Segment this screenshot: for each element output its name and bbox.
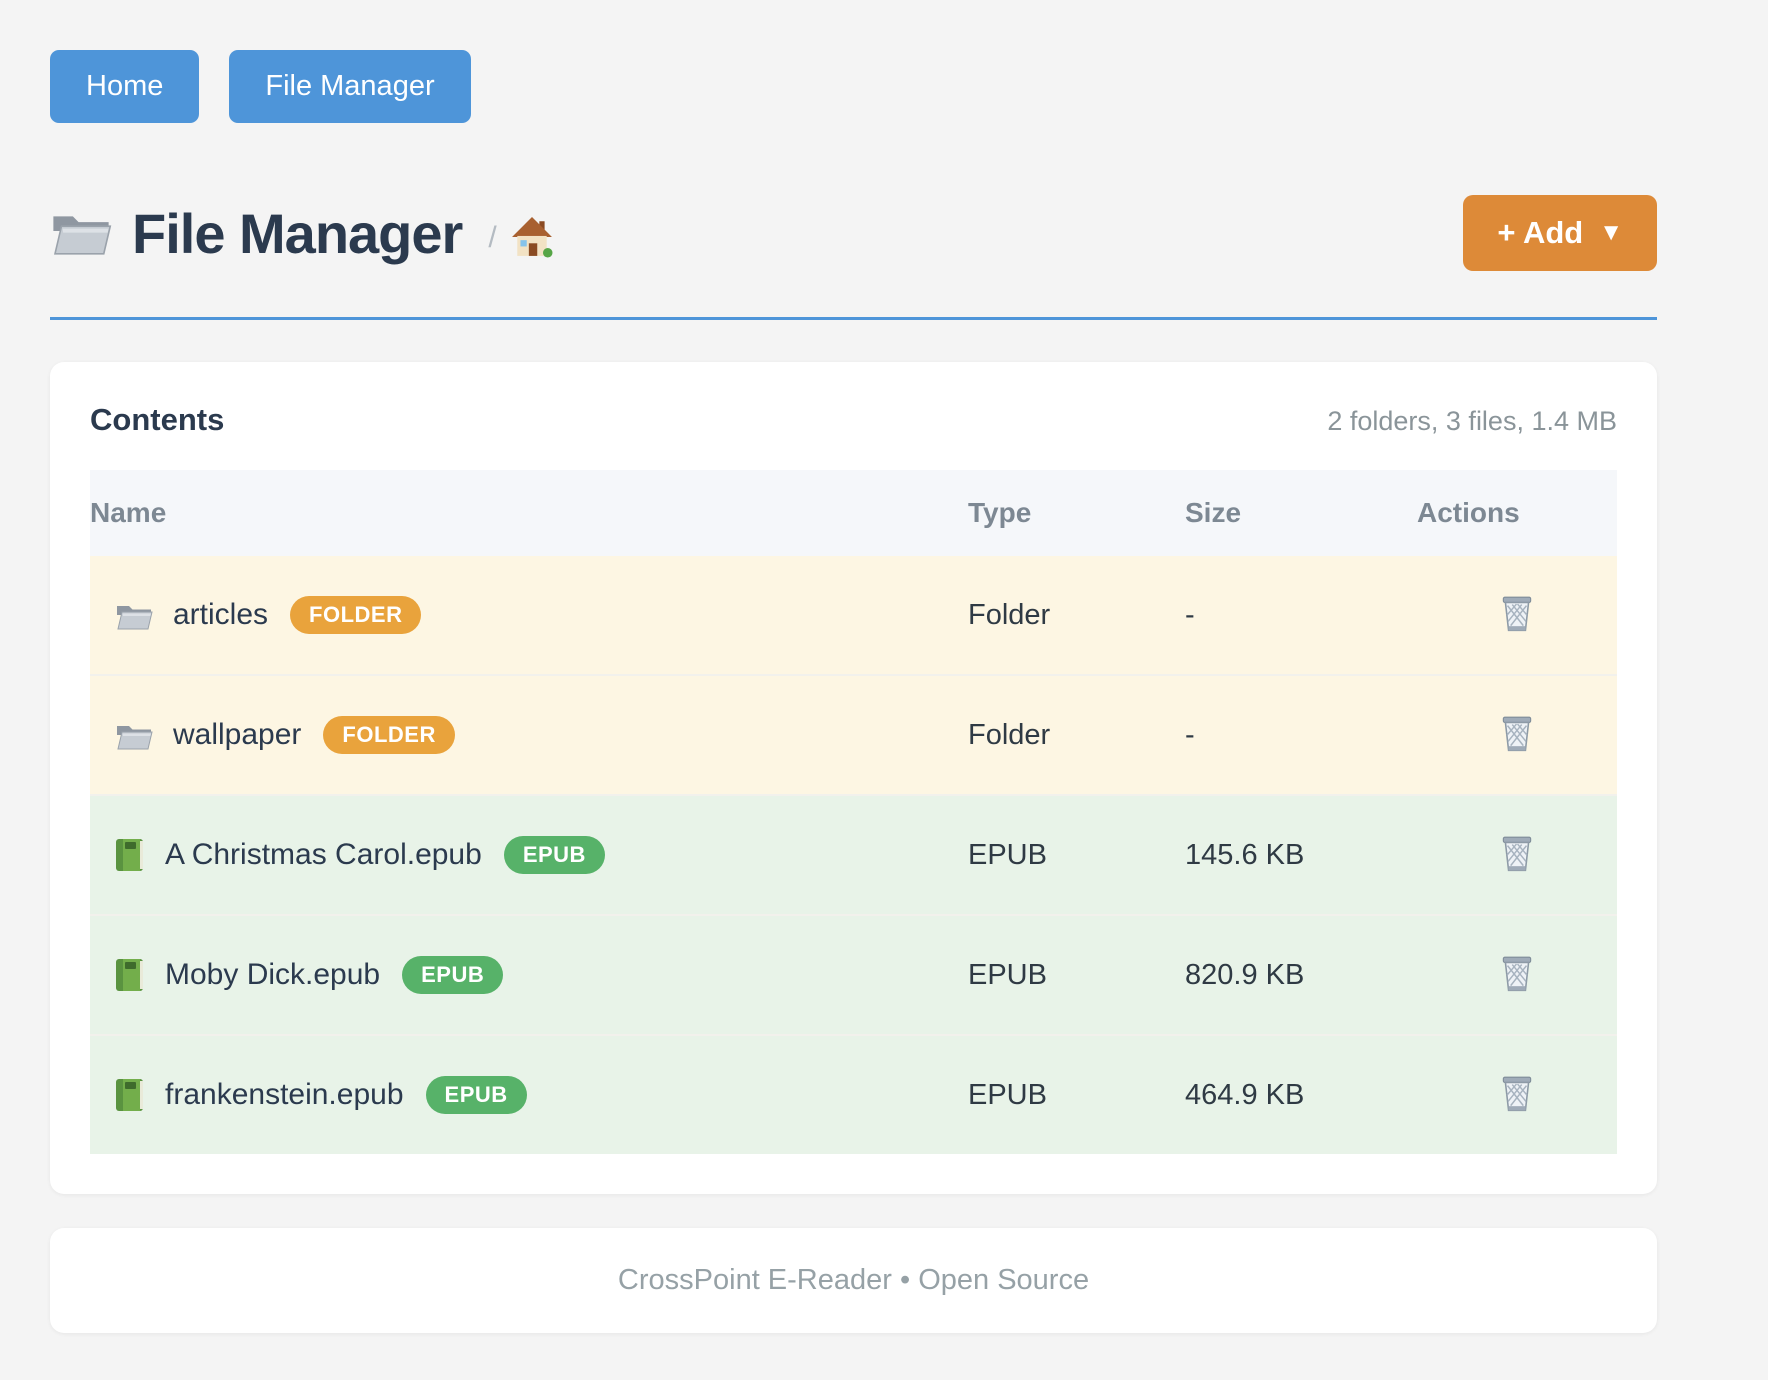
book-icon [115, 1078, 145, 1112]
column-header-name: Name [90, 470, 968, 556]
trash-icon [1500, 1076, 1534, 1116]
page-title: File Manager [132, 201, 463, 265]
size-cell: - [1185, 598, 1195, 631]
table-row: frankenstein.epub EPUB EPUB 464.9 KB [90, 1035, 1617, 1154]
folder-icon [115, 599, 153, 631]
page-header: File Manager / + Add ▼ [50, 195, 1657, 271]
delete-button[interactable] [1496, 1069, 1538, 1120]
contents-summary: 2 folders, 3 files, 1.4 MB [1327, 406, 1617, 436]
title-wrap: File Manager / [50, 201, 553, 266]
type-cell: EPUB [968, 838, 1047, 871]
trash-icon [1500, 596, 1534, 636]
folder-icon [50, 205, 112, 262]
file-name-link[interactable]: Moby Dick.epub [165, 958, 381, 991]
table-row: wallpaper FOLDER Folder - [90, 675, 1617, 795]
table-row: Moby Dick.epub EPUB EPUB 820.9 KB [90, 915, 1617, 1035]
contents-card: Contents 2 folders, 3 files, 1.4 MB Name… [50, 362, 1657, 1194]
contents-title: Contents [90, 402, 225, 437]
footer-text: CrossPoint E-Reader • Open Source [617, 1264, 1090, 1296]
trash-icon [1500, 956, 1534, 996]
column-header-actions: Actions [1417, 470, 1617, 556]
table-row: A Christmas Carol.epub EPUB EPUB 145.6 K… [90, 795, 1617, 915]
top-nav: Home File Manager [50, 50, 1657, 123]
home-icon [511, 216, 553, 263]
delete-button[interactable] [1496, 949, 1538, 1000]
contents-card-head: Contents 2 folders, 3 files, 1.4 MB [90, 402, 1617, 438]
trash-icon [1500, 716, 1534, 756]
nav-home-button[interactable]: Home [50, 50, 200, 123]
book-icon [115, 838, 145, 872]
file-name-link[interactable]: articles [173, 598, 269, 631]
size-cell: - [1185, 718, 1195, 751]
file-table: Name Type Size Actions articles FOLDER [90, 470, 1617, 1154]
type-badge: FOLDER [290, 596, 422, 634]
folder-icon [115, 719, 153, 751]
file-name-link[interactable]: frankenstein.epub [165, 1078, 404, 1111]
chevron-down-icon: ▼ [1599, 219, 1623, 246]
size-cell: 145.6 KB [1185, 838, 1305, 871]
delete-button[interactable] [1496, 589, 1538, 640]
delete-button[interactable] [1496, 709, 1538, 760]
file-table-header: Name Type Size Actions [90, 470, 1617, 556]
type-cell: EPUB [968, 958, 1047, 991]
type-badge: EPUB [402, 956, 504, 994]
delete-button[interactable] [1496, 829, 1538, 880]
add-button[interactable]: + Add ▼ [1463, 195, 1657, 271]
type-badge: FOLDER [323, 716, 455, 754]
file-name-link[interactable]: A Christmas Carol.epub [165, 838, 482, 871]
breadcrumb-separator: / [488, 221, 497, 254]
header-divider [50, 317, 1657, 320]
column-header-type: Type [968, 470, 1185, 556]
type-badge: EPUB [503, 836, 605, 874]
book-icon [115, 958, 145, 992]
size-cell: 820.9 KB [1185, 958, 1305, 991]
file-name-link[interactable]: wallpaper [173, 718, 302, 751]
breadcrumb-home-link[interactable] [511, 216, 553, 263]
column-header-size: Size [1185, 470, 1417, 556]
type-cell: Folder [968, 718, 1051, 751]
size-cell: 464.9 KB [1185, 1078, 1305, 1111]
trash-icon [1500, 836, 1534, 876]
type-cell: Folder [968, 598, 1051, 631]
type-cell: EPUB [968, 1078, 1047, 1111]
page-content: Home File Manager File Manager / + Add ▼… [50, 0, 1657, 1333]
footer-card: CrossPoint E-Reader • Open Source [50, 1228, 1657, 1333]
type-badge: EPUB [425, 1076, 527, 1114]
add-button-label: + Add [1497, 215, 1584, 250]
table-row: articles FOLDER Folder - [90, 556, 1617, 675]
nav-file-manager-button[interactable]: File Manager [229, 50, 471, 123]
